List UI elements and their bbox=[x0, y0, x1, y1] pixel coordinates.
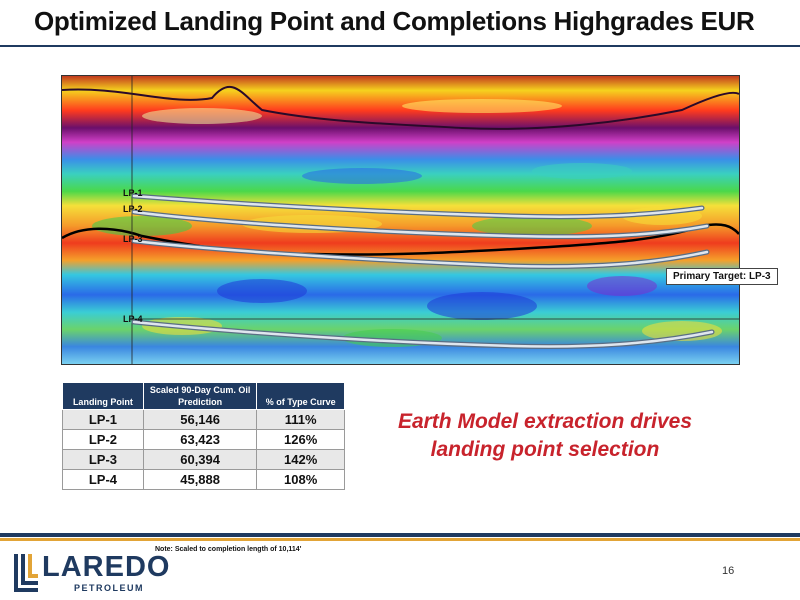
header-landing-point: Landing Point bbox=[62, 382, 144, 410]
seismic-earth-model-figure: LP-1 LP-2 LP-3 LP-4 bbox=[61, 75, 740, 365]
header-pct-type-curve: % of Type Curve bbox=[256, 382, 345, 410]
key-message-line-1: Earth Model extraction drives bbox=[397, 410, 693, 433]
table-header-row: Landing Point Scaled 90-Day Cum. Oil Pre… bbox=[62, 382, 345, 410]
table-row: LP-3 60,394 142% bbox=[62, 449, 345, 470]
page-number: 16 bbox=[722, 565, 735, 577]
landing-point-table: Landing Point Scaled 90-Day Cum. Oil Pre… bbox=[62, 382, 345, 490]
slide-title: Optimized Landing Point and Completions … bbox=[34, 6, 755, 36]
logo-wordmark: LAREDO bbox=[42, 551, 171, 583]
cell-cum-oil: 63,423 bbox=[142, 429, 258, 450]
primary-target-callout: Primary Target: LP-3 bbox=[666, 268, 778, 285]
table-row: LP-1 56,146 111% bbox=[62, 409, 345, 430]
title-divider bbox=[0, 45, 800, 47]
logo-subtitle: PETROLEUM bbox=[74, 583, 145, 593]
cell-landing-point: LP-2 bbox=[62, 429, 144, 450]
cell-pct: 111% bbox=[256, 409, 345, 430]
cell-cum-oil: 45,888 bbox=[142, 469, 258, 490]
footer-divider-navy bbox=[0, 533, 800, 537]
logo-mark-icon bbox=[14, 554, 38, 592]
cell-landing-point: LP-3 bbox=[62, 449, 144, 470]
lp-4-label: LP-4 bbox=[123, 314, 143, 324]
company-logo: LAREDO PETROLEUM bbox=[12, 550, 169, 596]
cell-landing-point: LP-1 bbox=[62, 409, 144, 430]
seismic-section-image bbox=[62, 76, 739, 364]
cell-pct: 142% bbox=[256, 449, 345, 470]
cell-pct: 126% bbox=[256, 429, 345, 450]
cell-landing-point: LP-4 bbox=[62, 469, 144, 490]
cell-pct: 108% bbox=[256, 469, 345, 490]
table-row: LP-4 45,888 108% bbox=[62, 469, 345, 490]
header-cum-oil: Scaled 90-Day Cum. Oil Prediction bbox=[142, 382, 258, 410]
key-message-line-2: landing point selection bbox=[430, 438, 660, 461]
lp-2-label: LP-2 bbox=[123, 204, 143, 214]
footer-divider-gold bbox=[0, 538, 800, 541]
footnote: Note: Scaled to completion length of 10,… bbox=[155, 546, 302, 553]
cell-cum-oil: 56,146 bbox=[142, 409, 258, 430]
lp-3-label: LP-3 bbox=[123, 234, 143, 244]
table-row: LP-2 63,423 126% bbox=[62, 429, 345, 450]
key-message: Earth Model extraction drives landing po… bbox=[360, 408, 730, 464]
cell-cum-oil: 60,394 bbox=[142, 449, 258, 470]
lp-1-label: LP-1 bbox=[123, 188, 143, 198]
